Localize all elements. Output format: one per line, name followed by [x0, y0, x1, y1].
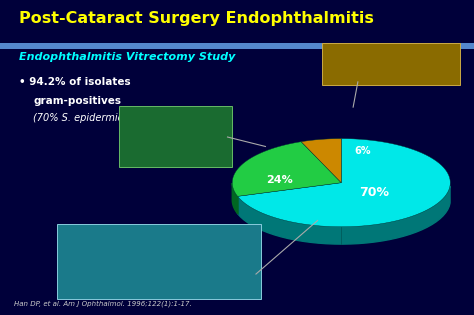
- Text: 24%: 24%: [266, 175, 293, 185]
- Text: Other
Gram-positive
organisms: Other Gram-positive organisms: [144, 113, 207, 146]
- Text: Han DP, et al. Am J Ophthalmol. 1996;122(1):1-17.: Han DP, et al. Am J Ophthalmol. 1996;122…: [14, 301, 192, 307]
- Text: Post-Cataract Surgery Endophthalmitis: Post-Cataract Surgery Endophthalmitis: [19, 11, 374, 26]
- Text: Endophthalmitis Vitrectomy Study: Endophthalmitis Vitrectomy Study: [19, 52, 235, 62]
- Text: (70% S. epidermidis): (70% S. epidermidis): [33, 113, 136, 123]
- Text: 70%: 70%: [359, 186, 390, 199]
- Polygon shape: [232, 183, 237, 214]
- Text: • 94.2% of isolates: • 94.2% of isolates: [19, 77, 130, 87]
- Text: 6%: 6%: [355, 146, 371, 156]
- Polygon shape: [237, 139, 450, 227]
- Text: gram-positives: gram-positives: [33, 96, 121, 106]
- Text: Gram-positive
coagulase-negative
organisms (Staphylococcus
epidermidis): Gram-positive coagulase-negative organis…: [97, 232, 220, 276]
- Polygon shape: [232, 142, 341, 196]
- Ellipse shape: [232, 156, 450, 244]
- Polygon shape: [301, 139, 341, 183]
- Text: Gram-negative
organisms: Gram-negative organisms: [357, 49, 425, 70]
- Polygon shape: [237, 186, 450, 244]
